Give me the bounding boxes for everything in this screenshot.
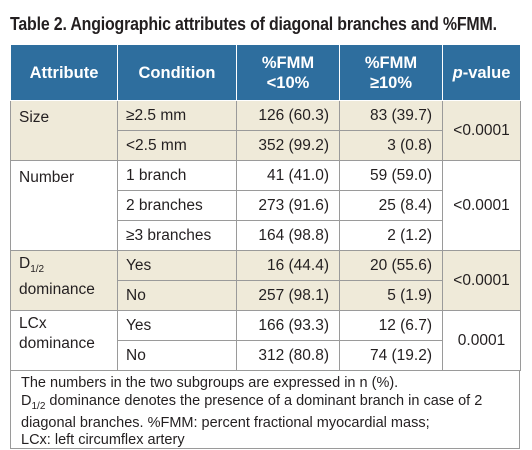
table-row: D1/2 dominance Yes 16 (44.4) 20 (55.6) <0… [10, 250, 521, 311]
fmm-ge10-cell: 3 (0.8) [339, 130, 443, 161]
fmm-ge10-cell: 2 (1.2) [339, 220, 443, 251]
pvalue-cell: <0.0001 [442, 250, 521, 311]
attribute-number: Number [10, 160, 118, 251]
fmm-ge10-cell: 12 (6.7) [339, 310, 443, 341]
table-row: No 257 (98.1) 5 (1.9) [11, 280, 521, 311]
condition-cell: ≥2.5 mm [117, 100, 237, 131]
fmm-lt10-cell: 164 (98.8) [236, 220, 340, 251]
fmm-ge10-cell: 59 (59.0) [339, 160, 443, 191]
footnote-line: The numbers in the two subgroups are exp… [21, 375, 399, 391]
fmm-lt10-cell: 257 (98.1) [236, 280, 340, 311]
header-row: Attribute Condition %FMM <10% %FMM ≥10% p-… [10, 44, 521, 101]
fmm-lt10-cell: 273 (91.6) [236, 190, 340, 221]
data-table: Attribute Condition %FMM <10% %FMM ≥10% p-… [10, 44, 521, 371]
condition-cell: 2 branches [117, 190, 237, 221]
condition-cell: 1 branch [117, 160, 237, 191]
condition-cell: Yes [117, 310, 237, 341]
footnote-line: LCx: left circumflex artery [21, 432, 185, 449]
table-row: ≥3 branches 164 (98.8) 2 (1.2) [11, 220, 521, 251]
fmm-lt10-cell: 16 (44.4) [236, 250, 340, 281]
condition-cell: <2.5 mm [117, 130, 237, 161]
fmm-lt10-cell: 352 (99.2) [236, 130, 340, 161]
fmm-ge10-cell: 74 (19.2) [339, 340, 443, 371]
pvalue-cell: <0.0001 [442, 100, 521, 161]
fmm-ge10-cell: 5 (1.9) [339, 280, 443, 311]
fmm-lt10-cell: 126 (60.3) [236, 100, 340, 131]
table-row: Number 1 branch 41 (41.0) 59 (59.0) <0.0… [10, 160, 521, 251]
fmm-lt10-cell: 312 (80.8) [236, 340, 340, 371]
table-row: Size ≥2.5 mm 126 (60.3) 83 (39.7) <0.000… [10, 100, 521, 161]
table-row: <2.5 mm 352 (99.2) 3 (0.8) [11, 130, 521, 161]
header-condition: Condition [117, 44, 237, 101]
header-pvalue: p-value [442, 44, 521, 101]
footnote-line: D1/2 dominance denotes the presence of a… [21, 392, 483, 431]
condition-cell: ≥3 branches [117, 220, 237, 251]
attribute-lcx-dominance: LCx dominance [10, 310, 118, 371]
attribute-size: Size [10, 100, 118, 161]
table-title: Table 2. Angiographic attributes of diag… [10, 13, 497, 34]
condition-cell: Yes [117, 250, 237, 281]
table-row: 2 branches 273 (91.6) 25 (8.4) [11, 190, 521, 221]
pvalue-cell: <0.0001 [442, 160, 521, 251]
fmm-ge10-cell: 83 (39.7) [339, 100, 443, 131]
attribute-d12-dominance: D1/2 dominance [10, 250, 118, 311]
fmm-ge10-cell: 25 (8.4) [339, 190, 443, 221]
fmm-lt10-cell: 166 (93.3) [236, 310, 340, 341]
pvalue-cell: 0.0001 [442, 310, 521, 371]
fmm-ge10-cell: 20 (55.6) [339, 250, 443, 281]
header-attribute: Attribute [10, 44, 118, 101]
header-fmm-ge10: %FMM ≥10% [339, 44, 443, 101]
condition-cell: No [117, 340, 237, 371]
fmm-lt10-cell: 41 (41.0) [236, 160, 340, 191]
table-footnotes: The numbers in the two subgroups are exp… [10, 370, 520, 449]
table-row: LCx dominance Yes 166 (93.3) 12 (6.7) 0.0… [10, 310, 521, 371]
table-row: No 312 (80.8) 74 (19.2) [11, 340, 521, 371]
header-fmm-lt10: %FMM <10% [236, 44, 340, 101]
condition-cell: No [117, 280, 237, 311]
